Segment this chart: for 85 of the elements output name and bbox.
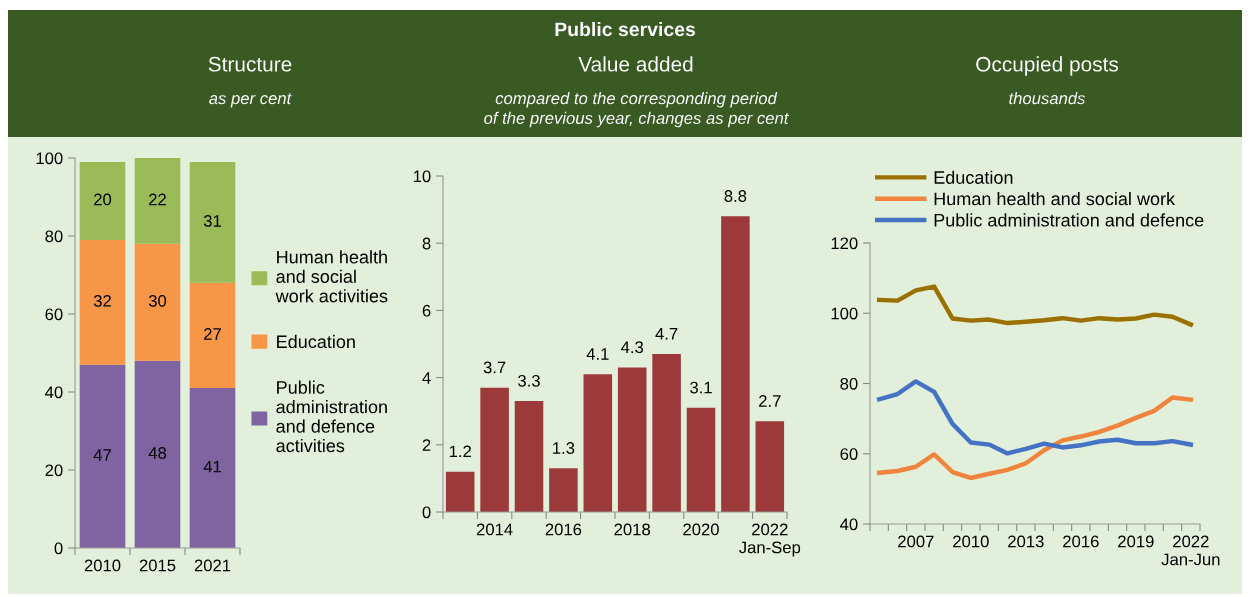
x-tick-label: 2010 (84, 559, 121, 572)
bar (755, 421, 785, 512)
line-series (876, 284, 1194, 327)
line-series (876, 379, 1194, 456)
chart-title: Occupied posts (976, 56, 1119, 76)
y-tick-label: 60 (840, 448, 858, 460)
data-label: 1.2 (449, 445, 471, 458)
y-tick-label: 10 (413, 170, 431, 183)
y-tick-label: 4 (422, 372, 431, 384)
data-label: 22 (149, 193, 166, 206)
data-label: 4.7 (655, 328, 678, 340)
y-tick-label: 80 (45, 230, 63, 243)
x-tick-label: 2016 (545, 523, 582, 536)
x-tick-label: 2022 Jan-Jun (1161, 535, 1220, 566)
data-label: 20 (94, 193, 112, 206)
data-label: 4.3 (621, 341, 644, 354)
legend-label: Public administration and defence (934, 213, 1204, 227)
data-label: 3.7 (483, 361, 506, 374)
data-label: 3.3 (518, 374, 540, 387)
bar (79, 161, 126, 240)
y-tick-label: 100 (36, 152, 63, 165)
bar (134, 158, 181, 244)
x-tick-label: 2021 (194, 559, 231, 572)
y-tick-label: 100 (831, 307, 858, 320)
x-tick-label: 2007 (898, 535, 934, 548)
x-tick-label: 2010 (953, 535, 989, 548)
x-tick-label: 2015 (139, 559, 176, 572)
legend-label: Education (934, 170, 1013, 184)
data-label: 3.1 (690, 381, 712, 394)
x-tick-label: 2022 Jan-Sep (739, 523, 801, 557)
data-label: 30 (148, 294, 167, 307)
data-label: 47 (93, 449, 111, 461)
data-label: 8.8 (724, 190, 747, 202)
chart-title: Structure (208, 56, 292, 72)
data-label: 41 (203, 460, 221, 473)
chart-subtitle: thousands (1009, 92, 1086, 105)
data-label: 27 (204, 328, 221, 340)
bar (134, 360, 181, 548)
x-tick-label: 2016 (1063, 535, 1099, 548)
bar (134, 243, 181, 361)
x-tick-label: 2018 (614, 523, 651, 536)
bar (617, 367, 647, 512)
x-tick-label: 2014 (476, 523, 513, 536)
bar (189, 282, 236, 389)
line-series (876, 395, 1194, 481)
bar (652, 354, 681, 512)
chart-title: Value added (578, 56, 693, 72)
bar (79, 239, 126, 365)
bar (549, 468, 578, 512)
legend-label: Human health and social work activities (275, 250, 388, 303)
y-tick-label: 120 (831, 237, 858, 250)
data-label: 4.1 (586, 348, 609, 360)
chart-subtitle: as per cent (209, 93, 292, 108)
x-tick-label: 2019 (1118, 535, 1154, 548)
bar (686, 407, 716, 512)
legend-label: Public administration and defence activities (276, 380, 387, 453)
y-tick-label: 20 (45, 464, 63, 477)
data-label: 31 (203, 215, 221, 227)
y-tick-label: 6 (422, 304, 431, 317)
y-tick-label: 0 (422, 506, 431, 519)
chart-subtitle: compared to the corresponding period of the previous year, changes as per cent (484, 92, 789, 128)
y-tick-label: 0 (54, 542, 63, 555)
bar (189, 388, 236, 548)
legend-label: Human health and social work (934, 191, 1176, 206)
x-tick-label: 2020 (683, 523, 719, 536)
bar (721, 216, 750, 512)
y-tick-label: 80 (840, 377, 858, 390)
y-tick-label: 40 (840, 518, 858, 531)
data-label: 48 (148, 447, 167, 459)
bar (583, 374, 613, 512)
bar (79, 364, 126, 548)
y-tick-label: 8 (422, 237, 431, 250)
x-tick-label: 2013 (1008, 535, 1044, 548)
bar (514, 401, 544, 512)
data-label: 2.7 (759, 395, 781, 407)
text: Public services (555, 21, 696, 37)
bar (189, 161, 236, 283)
data-label: 1.3 (553, 442, 575, 454)
y-tick-label: 60 (45, 308, 63, 321)
y-tick-label: 2 (422, 439, 431, 451)
bar (480, 387, 509, 512)
data-label: 32 (93, 294, 111, 307)
bar (445, 471, 475, 512)
legend-label: Education (277, 334, 355, 349)
y-tick-label: 40 (45, 386, 63, 399)
